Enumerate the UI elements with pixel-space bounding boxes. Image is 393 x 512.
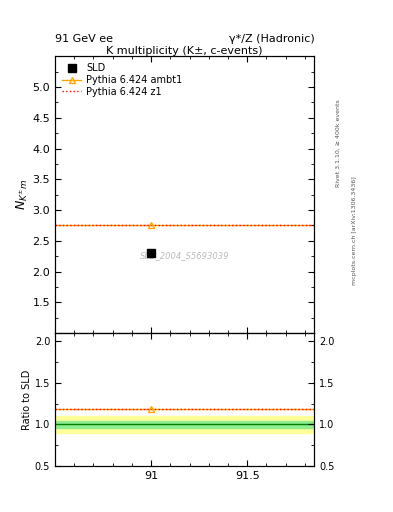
Title: K multiplicity (K±, c-events): K multiplicity (K±, c-events) xyxy=(107,46,263,55)
Text: 91 GeV ee: 91 GeV ee xyxy=(55,33,113,44)
Legend: SLD, Pythia 6.424 ambt1, Pythia 6.424 z1: SLD, Pythia 6.424 ambt1, Pythia 6.424 z1 xyxy=(60,61,184,99)
Text: Rivet 3.1.10, ≥ 400k events: Rivet 3.1.10, ≥ 400k events xyxy=(336,99,341,187)
Y-axis label: Ratio to SLD: Ratio to SLD xyxy=(22,369,32,430)
Text: mcplots.cern.ch [arXiv:1306.3436]: mcplots.cern.ch [arXiv:1306.3436] xyxy=(352,176,357,285)
Bar xyxy=(55,416,314,433)
Text: γ*/Z (Hadronic): γ*/Z (Hadronic) xyxy=(229,33,314,44)
Text: SLD_2004_S5693039: SLD_2004_S5693039 xyxy=(140,251,230,260)
Y-axis label: $N_{K^{\pm}m}$: $N_{K^{\pm}m}$ xyxy=(15,179,29,210)
Bar xyxy=(55,421,314,428)
